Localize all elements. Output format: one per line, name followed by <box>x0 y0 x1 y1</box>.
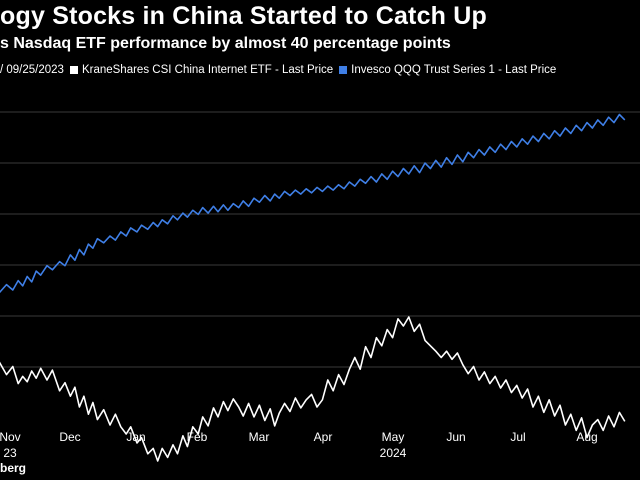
x-tick-feb: Feb <box>187 430 208 444</box>
chart-title: ogy Stocks in China Started to Catch Up <box>0 2 488 30</box>
legend: / 09/25/2023 KraneShares CSI China Inter… <box>0 64 556 76</box>
x-tick-jan: Jan <box>126 430 145 444</box>
legend-item-date: / 09/25/2023 <box>0 64 64 76</box>
x-tick-year-23: 23 <box>3 446 17 460</box>
x-tick-aug: Aug <box>576 430 597 444</box>
x-tick-year-2024: 2024 <box>380 446 407 460</box>
x-tick-apr: Apr <box>314 430 333 444</box>
chart-subtitle: s Nasdaq ETF performance by almost 40 pe… <box>0 35 451 52</box>
legend-item-qqq: Invesco QQQ Trust Series 1 - Last Price <box>351 64 557 76</box>
legend-swatch-kweb <box>69 66 78 74</box>
x-tick-dec: Dec <box>59 430 80 444</box>
x-tick-jul: Jul <box>510 430 525 444</box>
gridlines <box>0 111 640 368</box>
series-line-qqq <box>0 113 626 294</box>
x-tick-nov: Nov <box>0 430 21 444</box>
series-line-kweb <box>0 316 626 462</box>
x-tick-mar: Mar <box>249 430 270 444</box>
x-axis-tick-labels: Nov 23 Dec Jan Feb Mar Apr May 2024 Jun Jul Aug <box>0 430 598 460</box>
legend-item-kweb: KraneShares CSI China Internet ETF - Las… <box>81 64 334 76</box>
x-tick-may: May <box>382 430 405 444</box>
series-lines <box>0 113 626 462</box>
legend-swatch-qqq <box>339 66 348 74</box>
x-tick-jun: Jun <box>446 430 465 444</box>
source-credit: berg <box>0 461 27 475</box>
